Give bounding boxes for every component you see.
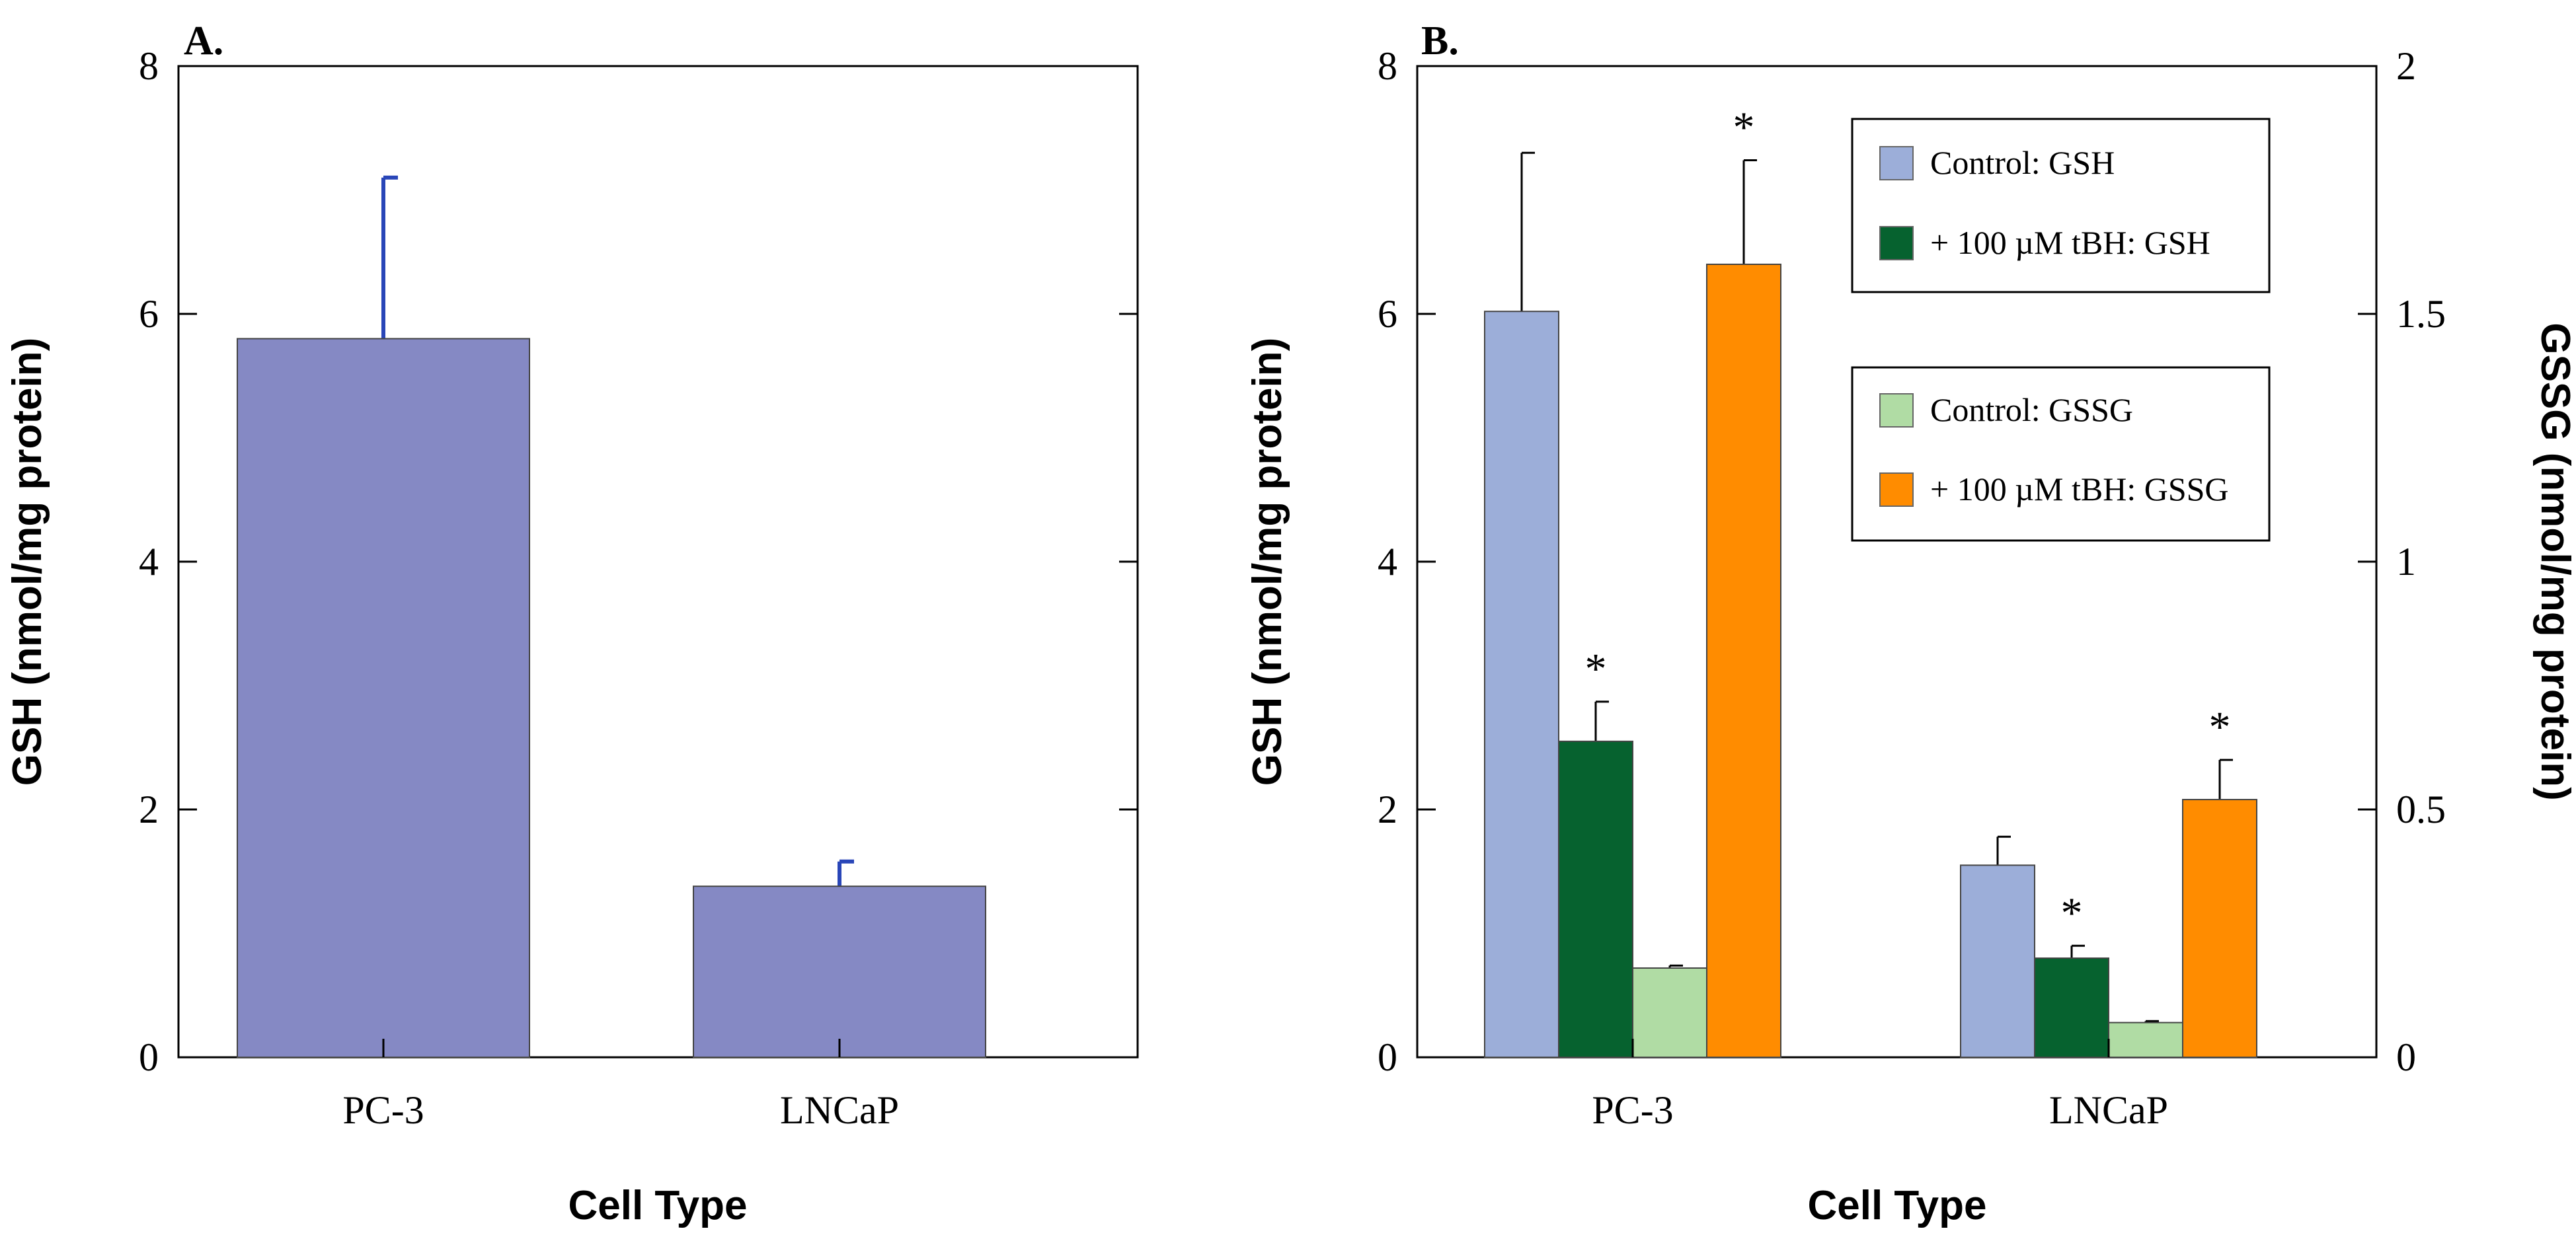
bar-pc-3-series-2 [1632,967,1707,1058]
panel-a-y-axis: 0 2 4 6 8 [139,44,1138,1079]
bar-lncap-series-3 [2182,799,2257,1058]
x-tick-label: PC-3 [342,1088,424,1132]
bar-pc-3-series-0 [1484,311,1559,1058]
panel-a-x-axis: PC-3 LNCaP [342,1039,899,1132]
legend-label-tbh-gsh: + 100 µM tBH: GSH [1930,224,2210,261]
legend-swatch-control-gsh [1879,146,1914,180]
bar-lncap [693,885,986,1058]
bar-pc-3-series-1 [1558,740,1633,1058]
x-tick-label: LNCaP [780,1088,899,1132]
y-tick-label: 2 [139,788,159,831]
bar-lncap-series-1 [2034,957,2109,1058]
panel-b-bars: * * * * [1484,104,2257,1058]
legend-gsh: Control: GSH + 100 µM tBH: GSH [1851,118,2271,293]
panel-a-x-axis-title: Cell Type [568,1183,747,1228]
bar-pc-3-series-3 [1706,264,1781,1058]
significance-star: * [1733,104,1755,152]
bar-pc-3 [237,338,530,1058]
legend-swatch-tbh-gsh [1879,226,1914,260]
panel-a-bars [237,175,986,1058]
panel-b-chart: B. 0 2 4 6 8 0 0.5 1 1.5 2 * * * * PC-3 LNCaP Contro… [1245,19,2576,1228]
panel-a-chart: A. 0 2 4 6 8 PC-3 LNCaP Cell Type GSH (nmol/m… [5,19,1139,1228]
y-tick-label: 0 [1378,1035,1397,1079]
panel-b-label: B. [1421,19,1459,63]
x-tick-label: LNCaP [2049,1088,2168,1132]
significance-star: * [2061,889,2083,937]
y-tick-label: 6 [1378,292,1397,336]
legend-swatch-control-gssg [1879,393,1914,428]
legend-gssg-box [1851,366,2271,542]
y-tick-label: 4 [1378,540,1397,583]
y-tick-label: 1.5 [2396,292,2446,336]
bar-lncap-series-0 [1960,864,2035,1058]
panel-b-y2-axis-title: GSSG (nmol/mg protein) [2532,322,2576,800]
y-tick-label: 8 [139,44,159,88]
y-tick-label: 0.5 [2396,788,2446,831]
panel-b-y-axis-left: 0 2 4 6 8 [1378,44,1436,1079]
legend-label-control-gsh: Control: GSH [1930,144,2115,181]
panel-b-x-axis-title: Cell Type [1807,1183,1986,1228]
y-tick-label: 8 [1378,44,1397,88]
y-tick-label: 1 [2396,540,2416,583]
y-tick-label: 2 [1378,788,1397,831]
y-tick-label: 0 [139,1035,159,1079]
panel-b-x-axis: PC-3 LNCaP [1592,1039,2168,1132]
panel-b-y-axis-title: GSH (nmol/mg protein) [1245,338,1290,786]
y-tick-label: 0 [2396,1035,2416,1079]
y-tick-label: 4 [139,540,159,583]
bar-lncap-series-2 [2108,1022,2183,1058]
significance-star: * [1585,645,1607,693]
y-tick-label: 2 [2396,44,2416,88]
legend-swatch-tbh-gssg [1879,472,1914,507]
legend-gsh-box [1851,118,2271,293]
legend-label-tbh-gssg: + 100 µM tBH: GSSG [1930,470,2229,507]
x-tick-label: PC-3 [1592,1088,1673,1132]
panel-a-y-axis-title: GSH (nmol/mg protein) [5,338,50,786]
significance-star: * [2209,703,2231,751]
legend-gssg: Control: GSSG + 100 µM tBH: GSSG [1851,366,2271,542]
legend-label-control-gssg: Control: GSSG [1930,391,2133,428]
y-tick-label: 6 [139,292,159,336]
panel-b-y-axis-right: 0 0.5 1 1.5 2 [2358,44,2446,1079]
panel-a-label: A. [184,19,223,63]
